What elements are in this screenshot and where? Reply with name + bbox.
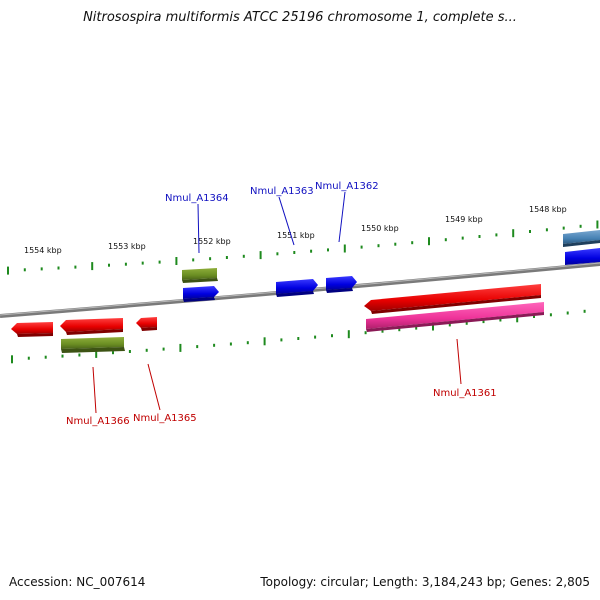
- cds-feature-Nmul_A1365[interactable]: [136, 317, 157, 331]
- label-leaders: [92, 191, 462, 414]
- gene-label-Nmul_A1363[interactable]: Nmul_A1363: [250, 186, 314, 197]
- accession-label: Accession: NC_007614: [9, 575, 146, 589]
- other-feature-right-edge[interactable]: [563, 230, 600, 247]
- cds-feature-left-edge[interactable]: [11, 322, 53, 337]
- scale-label-1554: 1554 kbp: [24, 246, 62, 255]
- scale-label-1550: 1550 kbp: [361, 224, 399, 233]
- gene-label-Nmul_A1364[interactable]: Nmul_A1364: [165, 193, 229, 204]
- reverse-strand-features: [11, 284, 544, 353]
- inner-tick-track: [11, 309, 586, 364]
- gene-feature-Nmul_A1364[interactable]: [182, 268, 218, 283]
- gene-label-Nmul_A1365[interactable]: Nmul_A1365: [133, 413, 197, 424]
- scale-label-1549: 1549 kbp: [445, 215, 483, 224]
- cds-feature-Nmul_A1364[interactable]: [183, 286, 219, 302]
- cds-feature-Nmul_A1362[interactable]: [326, 276, 357, 293]
- pseudo-feature-Nmul_A1361[interactable]: [366, 302, 544, 332]
- scale-label-1553: 1553 kbp: [108, 242, 146, 251]
- gene-label-Nmul_A1362[interactable]: Nmul_A1362: [315, 181, 379, 192]
- scale-label-1552: 1552 kbp: [193, 237, 231, 246]
- outer-tick-track: [7, 220, 599, 275]
- scale-label-1551: 1551 kbp: [277, 231, 315, 240]
- cds-feature-right-edge[interactable]: [565, 248, 600, 265]
- gene-label-Nmul_A1361[interactable]: Nmul_A1361: [433, 388, 497, 399]
- gene-label-Nmul_A1366[interactable]: Nmul_A1366: [66, 416, 130, 427]
- cds-feature-Nmul_A1363[interactable]: [276, 279, 318, 297]
- scale-labels: 1554 kbp 1553 kbp 1552 kbp 1551 kbp 1550…: [24, 205, 567, 255]
- gene-labels: Nmul_A1364 Nmul_A1363 Nmul_A1362 Nmul_A1…: [66, 181, 497, 427]
- genome-summary: Topology: circular; Length: 3,184,243 bp…: [260, 575, 590, 589]
- map-title: Nitrosospira multiformis ATCC 25196 chro…: [83, 10, 517, 25]
- cds-feature-Nmul_A1361[interactable]: [364, 284, 541, 314]
- cds-feature-Nmul_A1366[interactable]: [60, 318, 123, 335]
- scale-label-1548: 1548 kbp: [529, 205, 567, 214]
- gene-feature-Nmul_A1366[interactable]: [61, 337, 125, 353]
- forward-strand-features: [182, 230, 600, 302]
